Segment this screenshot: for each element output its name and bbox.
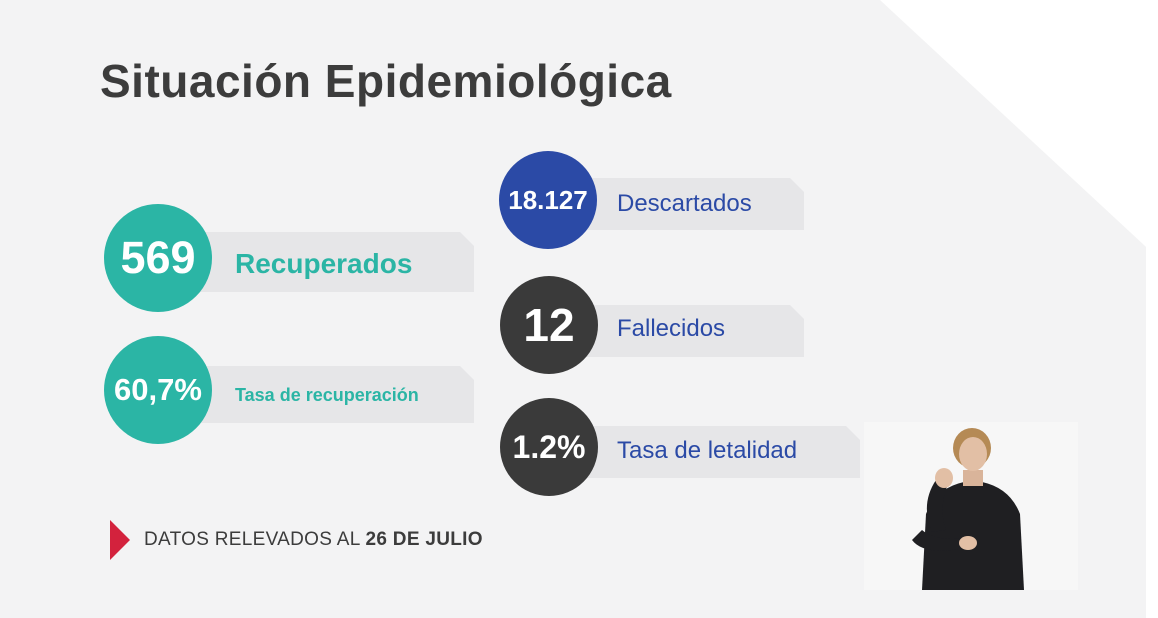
label-band — [550, 426, 860, 478]
interpreter-figure — [864, 422, 1078, 590]
stat-label: Tasa de letalidad — [617, 437, 798, 464]
stat-label: Tasa de recuperación — [235, 385, 419, 405]
stat-value: 18.127 — [508, 184, 588, 215]
value-circle: 18.127 — [499, 151, 597, 249]
stat-label: Recuperados — [235, 248, 413, 279]
footer-text: DATOS RELEVADOS AL 26 DE JULIO — [144, 529, 483, 551]
stat-value: 12 — [523, 299, 575, 351]
stat-value: 60,7% — [114, 372, 202, 407]
footer-prefix: DATOS RELEVADOS AL — [144, 529, 360, 550]
stat-label: Fallecidos — [617, 315, 726, 342]
stat-value: 1.2% — [512, 428, 586, 465]
red-triangle-arrow-icon — [110, 520, 130, 560]
value-circle: 12 — [500, 276, 598, 374]
value-circle: 1.2% — [500, 398, 598, 496]
value-circle: 569 — [104, 204, 212, 312]
stat-label: Descartados — [617, 190, 752, 217]
value-circle: 60,7% — [104, 336, 212, 444]
stat-value: 569 — [120, 232, 196, 283]
sign-language-interpreter-video — [864, 422, 1078, 590]
page-title: Situación Epidemiológica — [100, 55, 672, 107]
footer-date: 26 DE JULIO — [365, 529, 483, 550]
right-edge-strip — [1146, 0, 1158, 618]
data-date-footer: DATOS RELEVADOS AL 26 DE JULIO — [110, 520, 483, 560]
